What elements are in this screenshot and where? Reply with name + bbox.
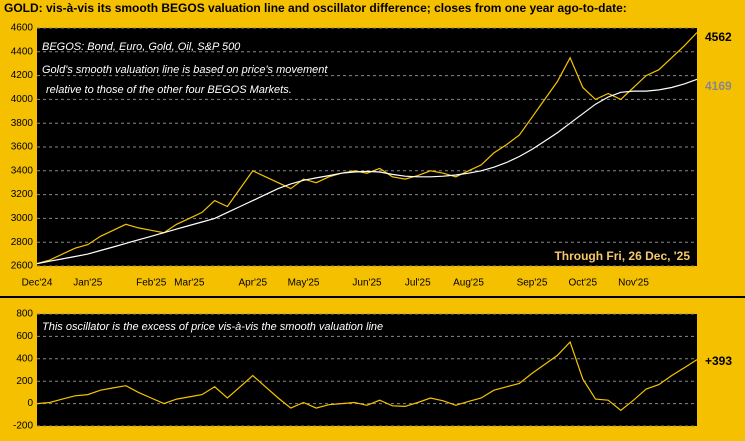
separator <box>0 296 745 298</box>
x-tick-label: Dec'24 <box>22 278 53 289</box>
y-tick-label: 3000 <box>11 213 34 224</box>
x-tick-label: Feb'25 <box>136 278 167 289</box>
x-tick-label: Oct'25 <box>568 278 597 289</box>
annotation: Through Fri, 26 Dec, '25 <box>554 249 690 263</box>
x-tick-label: Jan'25 <box>73 278 103 289</box>
y-tick-label: 600 <box>16 331 33 342</box>
y-tick-label: 2800 <box>11 237 34 248</box>
end-label: 4169 <box>705 79 732 93</box>
x-tick-label: May'25 <box>288 278 320 289</box>
y-tick-label: 4600 <box>11 23 34 34</box>
chart-title: GOLD: vis-à-vis its smooth BEGOS valuati… <box>4 1 627 15</box>
series-line <box>36 32 698 265</box>
bottom-plot <box>37 314 697 426</box>
y-tick-label: 4400 <box>11 46 34 57</box>
x-tick-label: Sep'25 <box>517 278 548 289</box>
end-label: +393 <box>705 354 732 368</box>
y-tick-label: 4200 <box>11 70 34 81</box>
y-tick-label: 2600 <box>11 261 34 272</box>
y-tick-label: 3600 <box>11 142 34 153</box>
y-tick-label: 800 <box>16 309 33 320</box>
x-tick-label: Jul'25 <box>405 278 431 289</box>
annotation: This oscillator is the excess of price v… <box>42 321 383 333</box>
x-tick-label: Apr'25 <box>238 278 267 289</box>
x-tick-label: Aug'25 <box>453 278 484 289</box>
x-tick-label: Nov'25 <box>618 278 649 289</box>
y-tick-label: 3800 <box>11 118 34 129</box>
annotation: Gold's smooth valuation line is based on… <box>42 64 328 76</box>
series-line <box>36 78 698 265</box>
annotation: relative to those of the other four BEGO… <box>46 84 292 96</box>
series-line <box>36 340 698 412</box>
y-tick-label: -200 <box>13 421 33 432</box>
y-tick-label: 3200 <box>11 189 34 200</box>
x-tick-label: Jun'25 <box>352 278 382 289</box>
y-tick-label: 3400 <box>11 165 34 176</box>
x-tick-label: Mar'25 <box>174 278 205 289</box>
annotation: BEGOS: Bond, Euro, Gold, Oil, S&P 500 <box>42 41 241 53</box>
y-tick-label: 200 <box>16 376 33 387</box>
y-tick-label: 0 <box>27 398 33 409</box>
y-tick-label: 4000 <box>11 94 34 105</box>
end-label: 4562 <box>705 30 732 44</box>
y-tick-label: 400 <box>16 353 33 364</box>
